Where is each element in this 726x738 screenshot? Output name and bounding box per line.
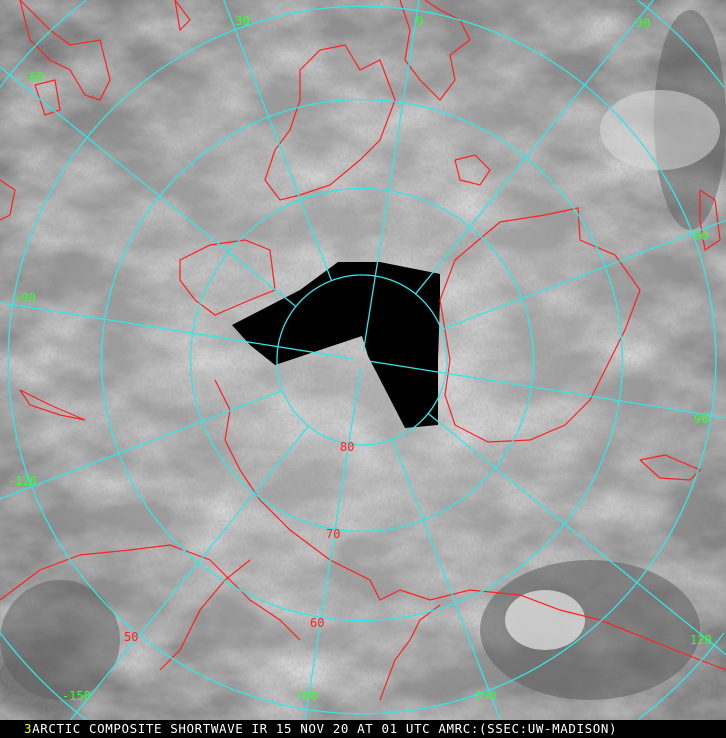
meridian-line xyxy=(370,360,726,419)
latitude-circle xyxy=(276,274,448,446)
latitude-circle xyxy=(637,632,725,720)
coastline xyxy=(34,79,61,116)
longitude-label: 0 xyxy=(416,14,423,28)
coastline xyxy=(159,559,251,671)
longitude-label: -90 xyxy=(14,291,36,305)
meridian-line xyxy=(427,413,726,656)
coastlines xyxy=(0,0,726,701)
latitude-circle xyxy=(637,0,725,88)
latitude-label: 80 xyxy=(340,440,354,454)
map-canvas: -60 -30 0 30 60 90 120 150 180 -150 -120… xyxy=(0,0,726,720)
cloud-band xyxy=(600,90,720,170)
coastline xyxy=(264,44,396,201)
longitude-label: 30 xyxy=(636,16,650,30)
meridian-line xyxy=(391,439,501,720)
latitude-label: 60 xyxy=(310,616,324,630)
longitude-label: -30 xyxy=(228,14,250,28)
latitude-circle xyxy=(100,98,624,622)
meridian-line xyxy=(362,0,420,352)
coastline xyxy=(19,389,86,421)
longitude-label: 60 xyxy=(694,229,708,243)
coastline xyxy=(699,189,721,252)
meridian-line xyxy=(0,389,283,500)
coastline xyxy=(639,454,702,481)
latitude-label: 70 xyxy=(326,527,340,541)
meridian-line xyxy=(415,0,655,295)
coastline xyxy=(379,604,441,701)
missing-data-wedge xyxy=(232,262,440,428)
coastline xyxy=(439,207,641,443)
coastline xyxy=(179,239,276,316)
grid-labels: -60 -30 0 30 60 90 120 150 180 -150 -120… xyxy=(8,14,712,703)
meridian-line xyxy=(304,368,362,720)
coastline xyxy=(19,0,111,101)
latitude-label: 50 xyxy=(124,630,138,644)
longitude-label: 90 xyxy=(694,412,708,426)
latitude-circle xyxy=(189,187,535,533)
longitude-label: 180 xyxy=(296,689,318,703)
coastline xyxy=(399,0,471,101)
lat-lon-grid xyxy=(0,0,726,720)
coastline xyxy=(174,0,191,32)
cloud-swirl xyxy=(505,590,585,650)
meridian-line xyxy=(441,219,726,331)
coastline xyxy=(454,154,491,186)
longitude-label: 150 xyxy=(475,689,497,703)
longitude-label: -120 xyxy=(8,474,37,488)
coastline xyxy=(0,179,16,221)
dark-region xyxy=(0,580,120,700)
latitude-circle xyxy=(0,632,87,720)
coastline xyxy=(0,544,301,641)
meridian-line xyxy=(69,425,309,720)
frame-number: 3 xyxy=(24,721,33,736)
latitude-circle xyxy=(0,0,87,88)
longitude-label: -60 xyxy=(22,70,44,84)
caption-text: ARCTIC COMPOSITE SHORTWAVE IR 15 NOV 20 … xyxy=(32,721,618,736)
latitude-circle xyxy=(7,5,717,715)
meridian-line xyxy=(223,0,333,281)
image-caption: 3ARCTIC COMPOSITE SHORTWAVE IR 15 NOV 20… xyxy=(0,720,726,738)
meridian-line xyxy=(0,66,297,307)
longitude-label: 120 xyxy=(690,633,712,647)
meridian-line xyxy=(0,302,354,360)
longitude-label: -150 xyxy=(62,689,91,703)
coastline xyxy=(214,379,726,671)
